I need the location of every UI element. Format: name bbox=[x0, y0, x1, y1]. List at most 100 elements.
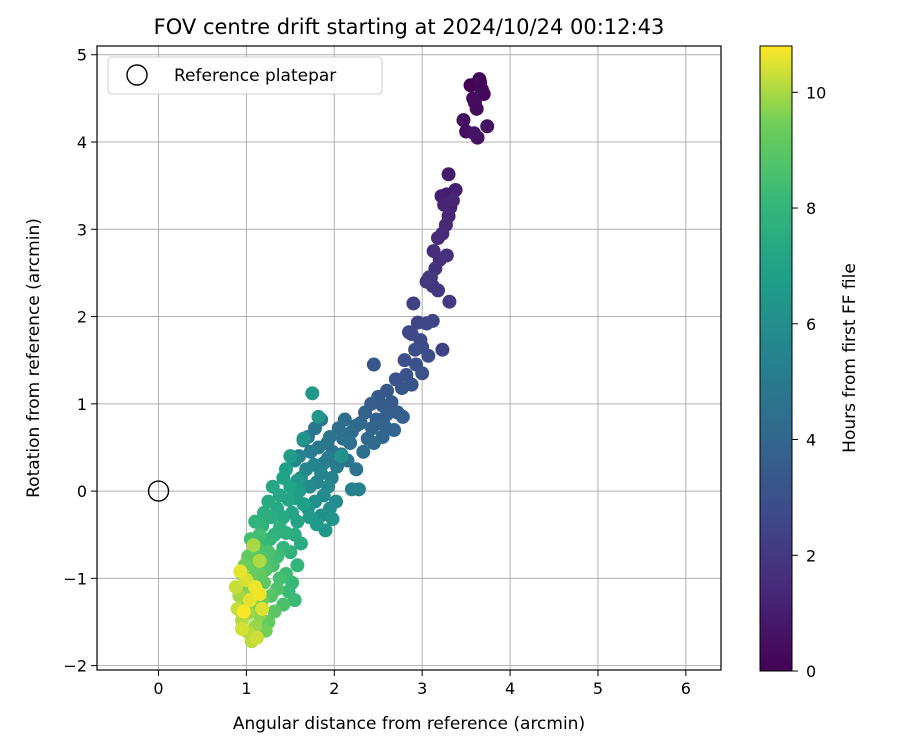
data-point bbox=[233, 564, 248, 579]
data-point bbox=[422, 270, 437, 285]
data-point bbox=[351, 482, 366, 497]
colorbar-tick-label: 8 bbox=[806, 199, 816, 218]
data-point bbox=[445, 193, 460, 208]
data-point bbox=[441, 167, 456, 182]
legend-marker-icon bbox=[126, 64, 148, 86]
y-tick-label: 1 bbox=[77, 395, 87, 414]
data-point bbox=[246, 538, 261, 553]
x-tick-label: 0 bbox=[153, 679, 163, 698]
data-point bbox=[397, 353, 412, 368]
data-point bbox=[261, 494, 276, 509]
y-tick-label: 5 bbox=[77, 46, 87, 65]
data-point bbox=[448, 183, 463, 197]
colorbar-tick-label: 6 bbox=[806, 315, 816, 334]
data-point bbox=[408, 342, 423, 357]
colorbar-gradient bbox=[759, 45, 793, 672]
data-point bbox=[402, 325, 416, 340]
data-point bbox=[366, 436, 381, 451]
data-point bbox=[358, 405, 373, 420]
y-tick-label: 4 bbox=[77, 133, 87, 152]
reference-marker-group bbox=[147, 480, 170, 502]
data-point bbox=[329, 459, 344, 474]
colorbar-label: Hours from first FF file bbox=[840, 263, 860, 453]
data-point bbox=[255, 601, 270, 616]
data-point bbox=[431, 231, 446, 245]
data-point bbox=[235, 621, 250, 636]
data-point bbox=[366, 357, 381, 372]
grid bbox=[97, 46, 721, 670]
data-point bbox=[394, 381, 409, 396]
data-point bbox=[467, 126, 482, 141]
data-point bbox=[272, 571, 287, 586]
colorbar-tick-label: 4 bbox=[806, 431, 816, 450]
data-point bbox=[287, 593, 302, 608]
data-point bbox=[256, 505, 271, 520]
y-tick-label: 0 bbox=[77, 482, 87, 501]
y-axis: −2 −1 0 1 2 3 4 5 bbox=[63, 46, 97, 676]
legend-box bbox=[107, 56, 383, 95]
data-point bbox=[336, 431, 351, 446]
y-tick-label: −2 bbox=[63, 657, 87, 676]
data-point bbox=[248, 514, 263, 529]
data-point bbox=[349, 462, 364, 477]
data-point bbox=[267, 604, 282, 619]
data-point bbox=[442, 294, 457, 309]
data-point bbox=[252, 587, 267, 602]
data-point bbox=[303, 444, 318, 459]
y-tick-label: 3 bbox=[77, 220, 87, 239]
data-point bbox=[439, 248, 454, 263]
data-point bbox=[283, 449, 298, 464]
data-point bbox=[228, 580, 243, 595]
y-tick-label: 2 bbox=[77, 308, 87, 327]
y-tick-label: −1 bbox=[63, 569, 87, 588]
data-points bbox=[228, 72, 495, 649]
data-point bbox=[331, 421, 346, 436]
x-tick-label: 6 bbox=[681, 679, 691, 698]
data-point bbox=[473, 75, 488, 90]
plot-frame bbox=[96, 45, 722, 671]
data-point bbox=[415, 366, 430, 381]
data-point bbox=[380, 407, 395, 422]
data-point bbox=[276, 471, 291, 485]
data-point bbox=[456, 113, 471, 128]
reference-marker bbox=[147, 480, 170, 502]
colorbar: 0 2 4 6 8 10 Hours from first FF file bbox=[759, 45, 860, 681]
data-point bbox=[290, 558, 305, 573]
data-point bbox=[249, 630, 264, 645]
data-point bbox=[425, 313, 440, 328]
chart-title: FOV centre drift starting at 2024/10/24 … bbox=[154, 15, 665, 39]
data-point bbox=[387, 423, 402, 437]
data-point bbox=[302, 510, 317, 525]
data-point bbox=[431, 283, 446, 298]
data-point bbox=[311, 409, 326, 424]
data-point bbox=[466, 91, 481, 106]
data-point bbox=[334, 449, 349, 464]
data-point bbox=[421, 348, 436, 363]
data-point bbox=[296, 431, 311, 446]
colorbar-ticks: 0 2 4 6 8 10 bbox=[792, 83, 826, 681]
data-point bbox=[480, 119, 495, 134]
x-tick-label: 2 bbox=[329, 679, 339, 698]
data-point bbox=[302, 479, 317, 494]
legend: Reference platepar bbox=[107, 56, 383, 95]
colorbar-tick-label: 10 bbox=[806, 83, 826, 102]
data-point bbox=[236, 604, 251, 619]
data-point bbox=[406, 296, 421, 311]
x-axis: 0 1 2 3 4 5 6 bbox=[153, 670, 691, 698]
data-point bbox=[395, 409, 410, 424]
y-axis-label: Rotation from reference (arcmin) bbox=[24, 218, 44, 498]
x-tick-label: 4 bbox=[505, 679, 515, 698]
data-point bbox=[305, 386, 320, 401]
x-tick-label: 1 bbox=[241, 679, 251, 698]
data-point bbox=[265, 479, 280, 494]
data-point bbox=[365, 421, 380, 436]
colorbar-tick-label: 0 bbox=[806, 662, 816, 681]
data-point bbox=[325, 512, 340, 527]
colorbar-tick-label: 2 bbox=[806, 546, 816, 565]
x-tick-label: 3 bbox=[417, 679, 427, 698]
legend-label: Reference platepar bbox=[174, 66, 336, 86]
data-point bbox=[356, 444, 371, 459]
data-point bbox=[296, 497, 311, 512]
x-axis-label: Angular distance from reference (arcmin) bbox=[233, 714, 585, 734]
